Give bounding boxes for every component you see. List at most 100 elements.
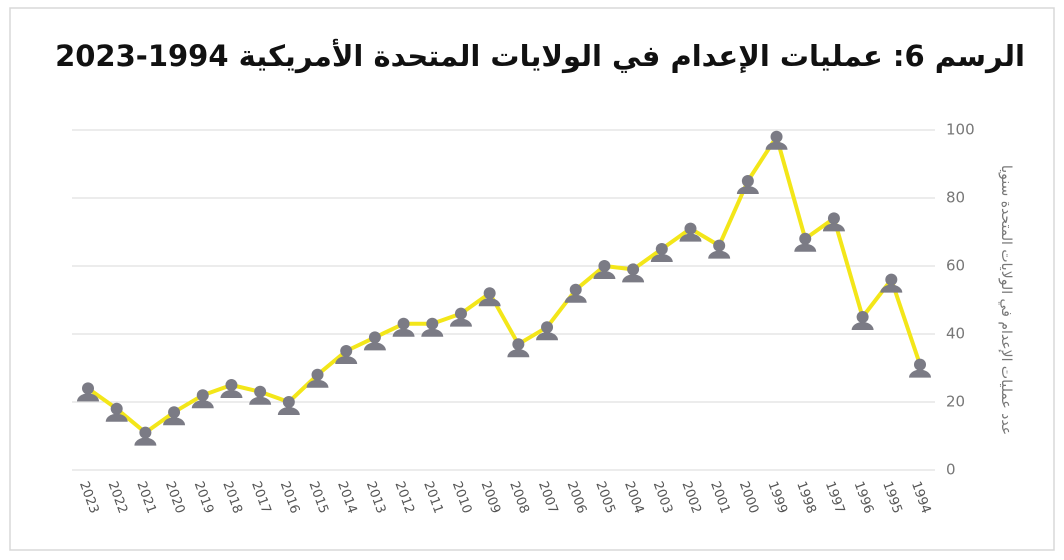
marker-head — [282, 396, 295, 408]
chart-title: الرسم 6: عمليات الإعدام في الولايات المت… — [55, 38, 1025, 73]
marker-body — [220, 390, 243, 398]
marker-body — [650, 254, 673, 262]
marker-body — [77, 393, 99, 402]
marker — [277, 396, 300, 415]
marker-body — [851, 322, 874, 330]
marker — [909, 358, 931, 378]
y-tick-label: 20 — [946, 393, 965, 411]
marker — [507, 338, 530, 358]
marker — [765, 130, 788, 150]
y-tick-label: 0 — [946, 461, 956, 479]
frame — [9, 7, 1055, 551]
marker-body — [421, 328, 444, 337]
marker-head — [311, 368, 324, 381]
marker — [77, 382, 99, 402]
marker-body — [478, 298, 501, 307]
marker-head — [340, 345, 353, 357]
marker-body — [134, 437, 157, 446]
marker-head — [254, 385, 267, 398]
marker — [794, 232, 817, 252]
marker-body — [765, 141, 788, 150]
marker — [822, 212, 845, 232]
marker — [191, 389, 214, 409]
y-tick-label: 40 — [946, 325, 965, 343]
marker — [421, 317, 444, 337]
marker-head — [713, 239, 726, 252]
marker-head — [512, 338, 525, 351]
marker — [478, 287, 501, 307]
marker-body — [794, 243, 817, 252]
marker — [593, 260, 616, 279]
marker-body — [277, 407, 300, 415]
marker-body — [909, 369, 931, 378]
y-axis-label: عدد عمليات الإعدام في الولايات المتحدة س… — [998, 165, 1014, 435]
marker — [650, 243, 673, 262]
marker-head — [454, 307, 467, 320]
marker-head — [110, 402, 123, 415]
marker-head — [569, 283, 582, 296]
marker-head — [483, 287, 496, 300]
marker-head — [885, 273, 898, 286]
marker-head — [770, 130, 783, 143]
marker — [536, 321, 559, 341]
marker-body — [593, 271, 616, 279]
marker-body — [335, 356, 358, 364]
marker-body — [622, 274, 645, 283]
marker — [220, 379, 243, 398]
marker — [392, 317, 415, 337]
marker-body — [536, 332, 559, 341]
marker-body — [392, 328, 415, 337]
marker-head — [225, 379, 238, 391]
marker — [363, 331, 386, 351]
marker-body — [191, 400, 214, 409]
marker-head — [627, 263, 640, 276]
marker-head — [914, 358, 926, 371]
marker-head — [426, 317, 439, 330]
marker — [851, 311, 874, 330]
marker-head — [541, 321, 554, 334]
marker — [449, 307, 472, 327]
marker-head — [196, 389, 209, 402]
marker — [249, 385, 272, 405]
marker-body — [822, 223, 845, 232]
marker-body — [306, 379, 329, 388]
marker-body — [163, 417, 186, 426]
marker — [622, 263, 645, 283]
marker-body — [564, 294, 587, 303]
marker-head — [139, 426, 152, 439]
marker-head — [598, 260, 611, 272]
marker-body — [880, 284, 903, 293]
marker-body — [736, 186, 759, 194]
y-tick-label: 60 — [946, 257, 965, 275]
marker-body — [679, 233, 702, 242]
marker — [708, 239, 731, 259]
marker — [163, 406, 186, 426]
y-tick-label: 80 — [946, 189, 965, 207]
marker-head — [82, 382, 94, 395]
marker — [134, 426, 157, 446]
marker-head — [856, 311, 869, 323]
marker-body — [105, 413, 128, 422]
marker — [564, 283, 587, 303]
marker-head — [368, 331, 381, 344]
marker-head — [827, 212, 840, 225]
marker-body — [449, 318, 472, 327]
marker-body — [249, 396, 272, 405]
marker — [105, 402, 128, 422]
marker-head — [684, 222, 697, 235]
marker-body — [363, 342, 386, 351]
marker — [880, 273, 903, 293]
y-tick-label: 100 — [946, 121, 975, 139]
marker-head — [655, 243, 668, 255]
marker-head — [799, 232, 812, 245]
marker-head — [168, 406, 181, 419]
marker — [335, 345, 358, 364]
marker — [679, 222, 702, 242]
marker-body — [708, 250, 731, 259]
marker-head — [741, 175, 754, 187]
marker — [736, 175, 759, 194]
marker-head — [397, 317, 410, 330]
marker — [306, 368, 329, 388]
marker-body — [507, 349, 530, 358]
